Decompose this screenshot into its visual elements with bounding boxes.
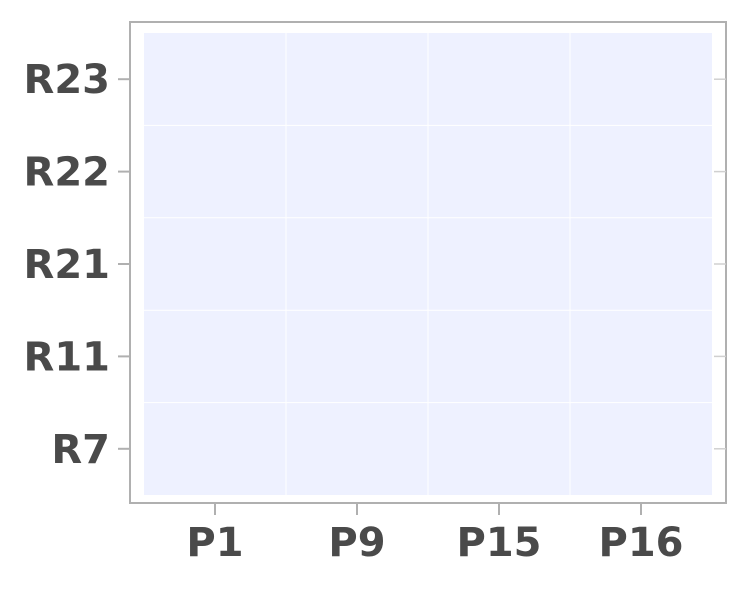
heatmap-cell-r22-p15 [428, 125, 570, 218]
x-tick-label: P1 [186, 520, 243, 566]
heatmap-cell-r21-p9 [286, 217, 428, 311]
y-tick-label: R7 [51, 427, 110, 473]
heatmap-cell-r22-p1 [144, 125, 286, 218]
axes-frame [129, 21, 727, 504]
heatmap-cell-r11-p9 [286, 310, 428, 403]
heatmap-cell-r21-p15 [428, 217, 570, 311]
heatmap-cell-r7-p1 [144, 402, 286, 495]
x-axis-ticks: P1 P9 P15 P16 [186, 503, 683, 566]
y-tick-label: R11 [24, 334, 110, 380]
y-axis-ticks: R7 R11 R21 R22 R23 [24, 57, 726, 473]
x-tick-label: P16 [599, 520, 684, 566]
heatmap-cell-r23-p1 [144, 33, 286, 126]
gridlines [144, 33, 712, 495]
heatmap-cell-r7-p16 [570, 402, 712, 495]
y-tick-label: R21 [24, 242, 110, 288]
y-tick-label: R23 [24, 57, 110, 103]
heatmap-cell-r23-p9 [286, 33, 428, 126]
heatmap-cell-r21-p16 [570, 217, 712, 311]
heatmap-cell-r21-p1 [144, 217, 286, 311]
heatmap-cell-r22-p16 [570, 125, 712, 218]
heatmap-cell-r11-p1 [144, 310, 286, 403]
heatmap-cells [144, 33, 712, 495]
heatmap-cell-r22-p9 [286, 125, 428, 218]
heatmap-cell-r11-p15 [428, 310, 570, 403]
heatmap-cell-r11-p16 [570, 310, 712, 403]
heatmap-cell-r7-p15 [428, 402, 570, 495]
y-tick-label: R22 [24, 150, 110, 196]
x-tick-label: P15 [457, 520, 542, 566]
x-tick-label: P9 [328, 520, 385, 566]
heatmap-cell-r23-p15 [428, 33, 570, 126]
heatmap-cell-r7-p9 [286, 402, 428, 495]
heatmap-cell-r23-p16 [570, 33, 712, 126]
